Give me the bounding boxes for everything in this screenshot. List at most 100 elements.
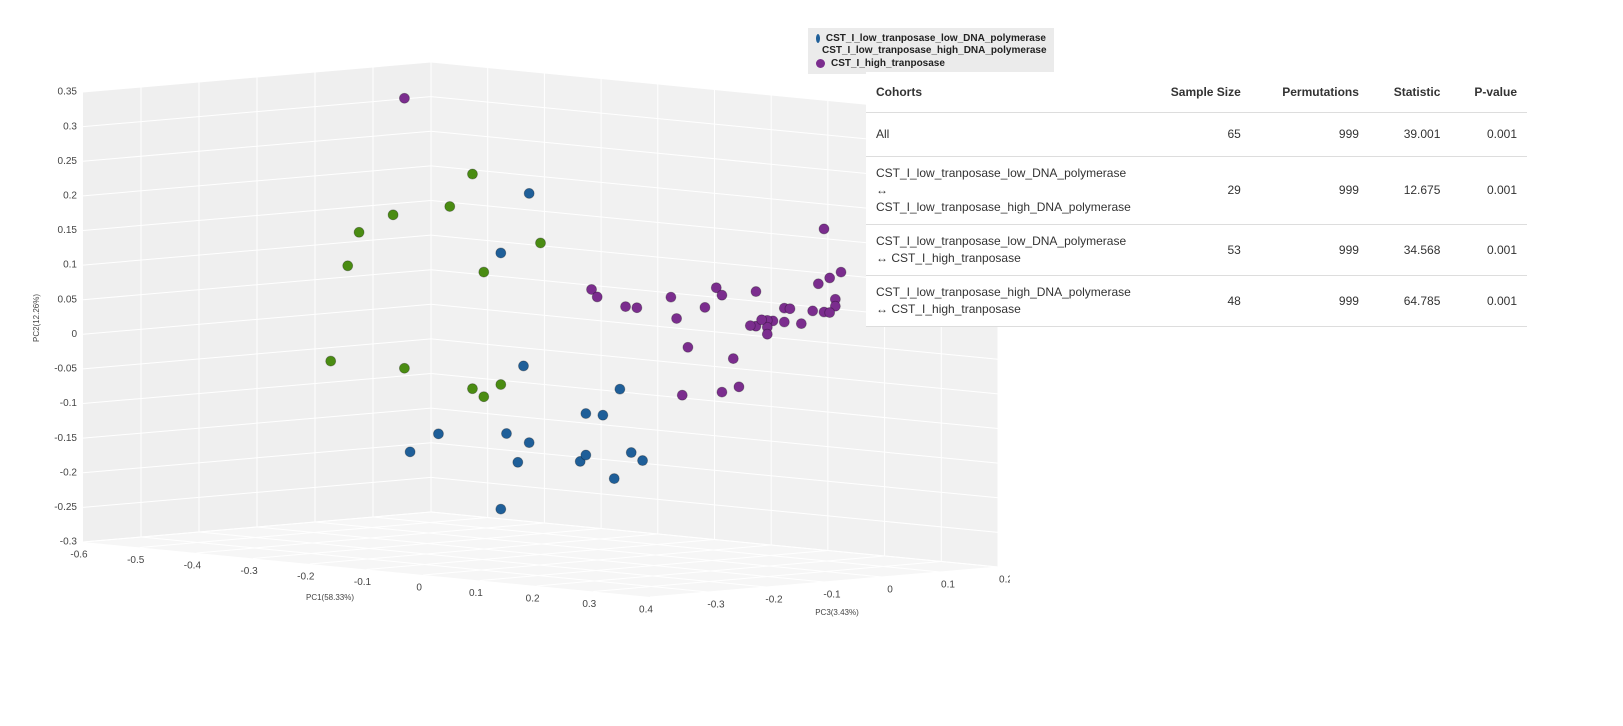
- point: [824, 272, 836, 284]
- legend-swatch: [816, 58, 825, 68]
- x-tick-label: 0.4: [639, 605, 653, 616]
- point: [535, 237, 546, 249]
- legend: CST_I_low_tranposase_low_DNA_polymerase C…: [808, 28, 1054, 74]
- point: [818, 223, 830, 235]
- table-cell: 999: [1250, 275, 1369, 327]
- point: [682, 341, 694, 353]
- grid-line: [140, 536, 709, 593]
- table-cell: CST_I_low_tranposase_high_DNA_polymerase…: [866, 275, 1141, 327]
- z-tick-label: 0.1: [941, 580, 955, 591]
- table-cell: 0.001: [1450, 156, 1527, 225]
- point: [716, 386, 728, 398]
- point: [586, 284, 597, 295]
- y-tick-label: 0.35: [58, 87, 78, 98]
- point: [501, 428, 512, 439]
- point: [756, 314, 768, 326]
- point: [671, 313, 682, 324]
- x-tick-label: -0.4: [184, 561, 202, 572]
- point: [387, 209, 399, 221]
- y-tick-label: 0: [71, 329, 77, 340]
- column-header: Sample Size: [1140, 72, 1251, 113]
- table-cell: CST_I_low_tranposase_low_DNA_polymerase …: [866, 224, 1141, 276]
- point: [495, 503, 507, 515]
- y-axis-title: PC2(12.26%): [32, 294, 41, 342]
- legend-item: CST_I_high_tranposase: [816, 57, 1046, 70]
- grid-line: [314, 521, 883, 578]
- table-cell: 48: [1140, 275, 1251, 327]
- table-cell: 53: [1140, 224, 1251, 276]
- point: [812, 278, 824, 290]
- table-cell: 12.675: [1368, 156, 1451, 225]
- point: [433, 428, 444, 440]
- point: [325, 355, 337, 367]
- point: [733, 381, 745, 393]
- legend-label: CST_I_low_tranposase_low_DNA_polymerase: [825, 32, 1046, 44]
- y-tick-label: 0.1: [63, 260, 77, 271]
- point: [495, 379, 507, 390]
- point: [807, 305, 819, 317]
- table-cell: 0.001: [1450, 112, 1527, 157]
- point: [784, 303, 796, 315]
- y-tick-label: -0.15: [54, 433, 77, 444]
- y-tick-label: -0.3: [60, 537, 78, 548]
- legend-label: CST_I_high_tranposase: [831, 57, 945, 69]
- column-header: Permutations: [1250, 72, 1369, 113]
- legend-label: CST_I_low_tranposase_high_DNA_polymerase: [822, 45, 1047, 57]
- table-row: All 65 999 39.001 0.001: [866, 112, 1527, 157]
- z-tick-label: -0.1: [823, 590, 841, 601]
- table-body: All 65 999 39.001 0.001 CST_I_low_tranposase_…: [866, 112, 1527, 327]
- z-tick-label: -0.3: [707, 600, 725, 611]
- table-cell: 0.001: [1450, 275, 1527, 327]
- x-tick-label: -0.6: [70, 550, 88, 561]
- x-tick-label: 0.3: [582, 599, 596, 610]
- x-axis-title: PC1(58.33%): [306, 593, 354, 602]
- y-tick-label: 0.2: [63, 190, 77, 201]
- point: [778, 316, 790, 328]
- point: [761, 328, 773, 340]
- point: [580, 449, 592, 461]
- table-cell: 999: [1250, 156, 1369, 225]
- z-tick-label: 0.2: [999, 575, 1010, 586]
- grid-line: [372, 516, 941, 573]
- x-tick-label: -0.5: [127, 555, 145, 566]
- point: [399, 92, 410, 104]
- point: [518, 360, 529, 372]
- table-cell: 64.785: [1368, 275, 1451, 327]
- chart: -0.3 -0.25 -0.2 -0.15 -0.1 -0.05 0 0.05 0.1 0.15 0…: [32, 61, 1010, 617]
- legend-item: CST_I_low_tranposase_low_DNA_polymerase: [816, 32, 1046, 45]
- point: [750, 286, 762, 297]
- z-tick-label: 0: [887, 585, 893, 596]
- z-tick-label: -0.2: [765, 595, 783, 606]
- table-cell: 34.568: [1368, 224, 1451, 276]
- table-cell: 0.001: [1450, 224, 1527, 276]
- z-axis-title: PC3(3.43%): [815, 608, 859, 617]
- y-tick-label: 0.25: [58, 156, 78, 167]
- point: [608, 473, 620, 484]
- point: [478, 266, 490, 278]
- grid-line: [198, 531, 767, 588]
- table-cell: 999: [1250, 224, 1369, 276]
- point: [580, 408, 592, 419]
- point: [353, 226, 365, 238]
- x-tick-label: -0.3: [240, 566, 258, 577]
- point: [404, 446, 416, 458]
- point: [478, 391, 490, 403]
- legend-item: CST_I_low_tranposase_high_DNA_polymerase: [816, 45, 1047, 58]
- y-tick-label: 0.3: [63, 121, 77, 132]
- point: [444, 201, 456, 212]
- table-row: CST_I_low_tranposase_low_DNA_polymerase …: [866, 156, 1527, 225]
- point: [637, 455, 648, 466]
- point: [710, 282, 722, 294]
- table-cell: 39.001: [1368, 112, 1451, 157]
- point: [523, 187, 535, 199]
- point: [342, 260, 354, 272]
- point: [399, 362, 410, 374]
- x-tick-label: 0: [416, 583, 422, 594]
- y-tick-label: 0.05: [58, 294, 78, 305]
- table-row: CST_I_low_tranposase_low_DNA_polymerase …: [866, 224, 1527, 276]
- y-tick-label: 0.15: [58, 225, 78, 236]
- point: [665, 291, 677, 303]
- x-tick-label: 0.2: [526, 594, 540, 605]
- point: [597, 409, 609, 421]
